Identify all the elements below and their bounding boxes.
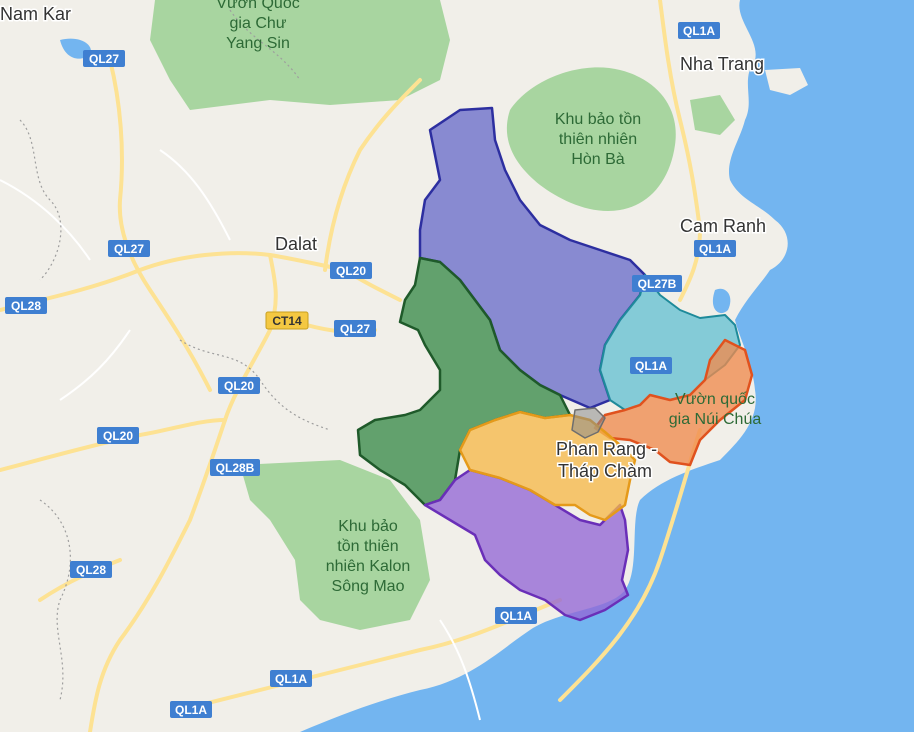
shield-ql28b: QL28B: [210, 459, 260, 476]
shield-ql1a-south-2: QL1A: [270, 670, 312, 687]
shield-ql27b: QL27B: [632, 275, 682, 292]
svg-text:QL1A: QL1A: [275, 672, 307, 686]
label-park-hon-ba-2: thiên nhiên: [559, 131, 637, 148]
label-dalat: Dalat: [275, 234, 317, 254]
shield-ql1a-mid: QL1A: [630, 357, 672, 374]
shield-ql28-b: QL28: [70, 561, 112, 578]
shield-ql1a-cam-ranh: QL1A: [694, 240, 736, 257]
shield-ql1a-south-3: QL1A: [170, 701, 212, 718]
label-park-kalon-1: Khu bảo: [338, 518, 398, 535]
district-orange[interactable]: [458, 410, 637, 522]
shield-ql20-a: QL20: [330, 262, 372, 279]
svg-text:QL1A: QL1A: [683, 24, 715, 38]
svg-text:QL1A: QL1A: [175, 703, 207, 717]
label-phan-rang-1: Phan Rang -: [556, 439, 657, 459]
svg-text:CT14: CT14: [272, 314, 302, 328]
shield-ql1a-south-1: QL1A: [495, 607, 537, 624]
label-park-nui-chua-2: gia Núi Chúa: [669, 411, 762, 428]
park-coast-green: [690, 95, 735, 135]
svg-text:QL28B: QL28B: [216, 461, 255, 475]
svg-text:QL20: QL20: [103, 429, 133, 443]
minor-roads: [0, 149, 481, 721]
shield-ct14: CT14: [265, 311, 309, 330]
district-polygons: [356, 106, 754, 622]
svg-text:QL1A: QL1A: [500, 609, 532, 623]
svg-text:QL20: QL20: [336, 264, 366, 278]
label-cam-ranh: Cam Ranh: [680, 216, 766, 236]
label-nha-trang: Nha Trang: [680, 54, 764, 74]
label-park-nui-chua-1: Vườn quốc: [675, 391, 755, 408]
label-park-kalon-4: Sông Mao: [332, 578, 405, 595]
label-nam-kar: Nam Kar: [0, 4, 71, 24]
shield-ql27-a: QL27: [83, 50, 125, 67]
label-park-hon-ba-3: Hòn Bà: [571, 151, 624, 168]
svg-text:QL28: QL28: [76, 563, 106, 577]
svg-text:QL1A: QL1A: [699, 242, 731, 256]
label-park-hon-ba-1: Khu bảo tồn: [555, 111, 641, 128]
lagoon: [712, 288, 731, 314]
svg-text:QL27: QL27: [114, 242, 144, 256]
svg-text:QL20: QL20: [224, 379, 254, 393]
island: [765, 68, 808, 95]
sea: [300, 0, 914, 732]
park-hon-ba: [506, 67, 676, 211]
park-chu-yang-sin: [150, 0, 450, 110]
label-park-chu-yang-sin-3: Yang Sin: [226, 35, 290, 52]
svg-text:QL27: QL27: [340, 322, 370, 336]
label-phan-rang-2: Tháp Chàm: [558, 461, 652, 481]
shield-ql28-a: QL28: [5, 297, 47, 314]
label-park-chu-yang-sin-1: Vườn Quốc: [216, 0, 299, 12]
svg-text:QL1A: QL1A: [635, 359, 667, 373]
shield-ql27-b: QL27: [108, 240, 150, 257]
svg-text:QL27B: QL27B: [638, 277, 677, 291]
district-grey-city[interactable]: [571, 407, 606, 439]
svg-text:QL28: QL28: [11, 299, 41, 313]
label-park-kalon-2: tồn thiên: [337, 538, 398, 555]
label-park-chu-yang-sin-2: gia Chư: [230, 15, 287, 32]
shield-ql20-c: QL20: [97, 427, 139, 444]
shield-ql20-b: QL20: [218, 377, 260, 394]
shield-ql27-c: QL27: [334, 320, 376, 337]
shield-ql1a-top: QL1A: [678, 22, 720, 39]
label-park-kalon-3: nhiên Kalon: [326, 558, 411, 575]
svg-text:QL27: QL27: [89, 52, 119, 66]
park-kalon: [240, 460, 430, 630]
